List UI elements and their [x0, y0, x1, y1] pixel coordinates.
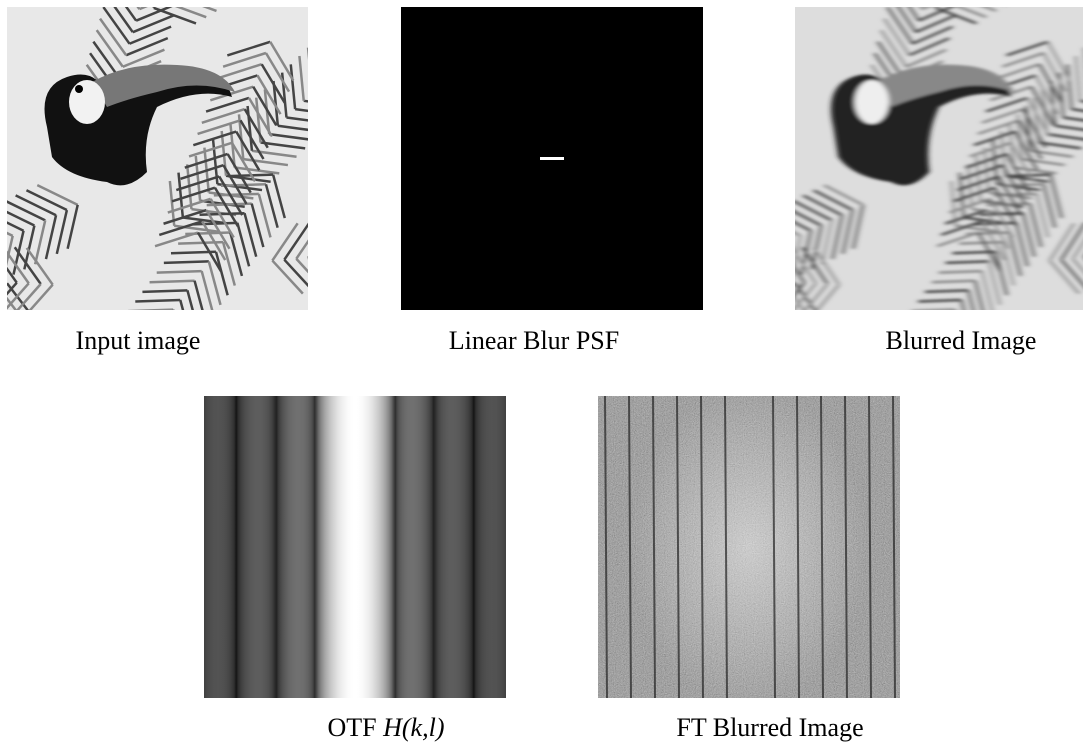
otf-image: [204, 396, 506, 698]
caption: FT Blurred Image: [676, 713, 863, 742]
ft-image: [598, 387, 900, 707]
figure: Input image Linear Blur PSF Blurred Imag…: [0, 0, 1086, 742]
caption: Input image: [76, 326, 201, 355]
caption: Linear Blur PSF: [449, 326, 619, 355]
caption: OTF H(k,l): [328, 713, 445, 742]
caption-text: OTF: [328, 713, 377, 742]
caption-math: H(k,l): [382, 713, 444, 742]
psf-image: [401, 7, 703, 310]
caption: Blurred Image: [886, 326, 1037, 355]
